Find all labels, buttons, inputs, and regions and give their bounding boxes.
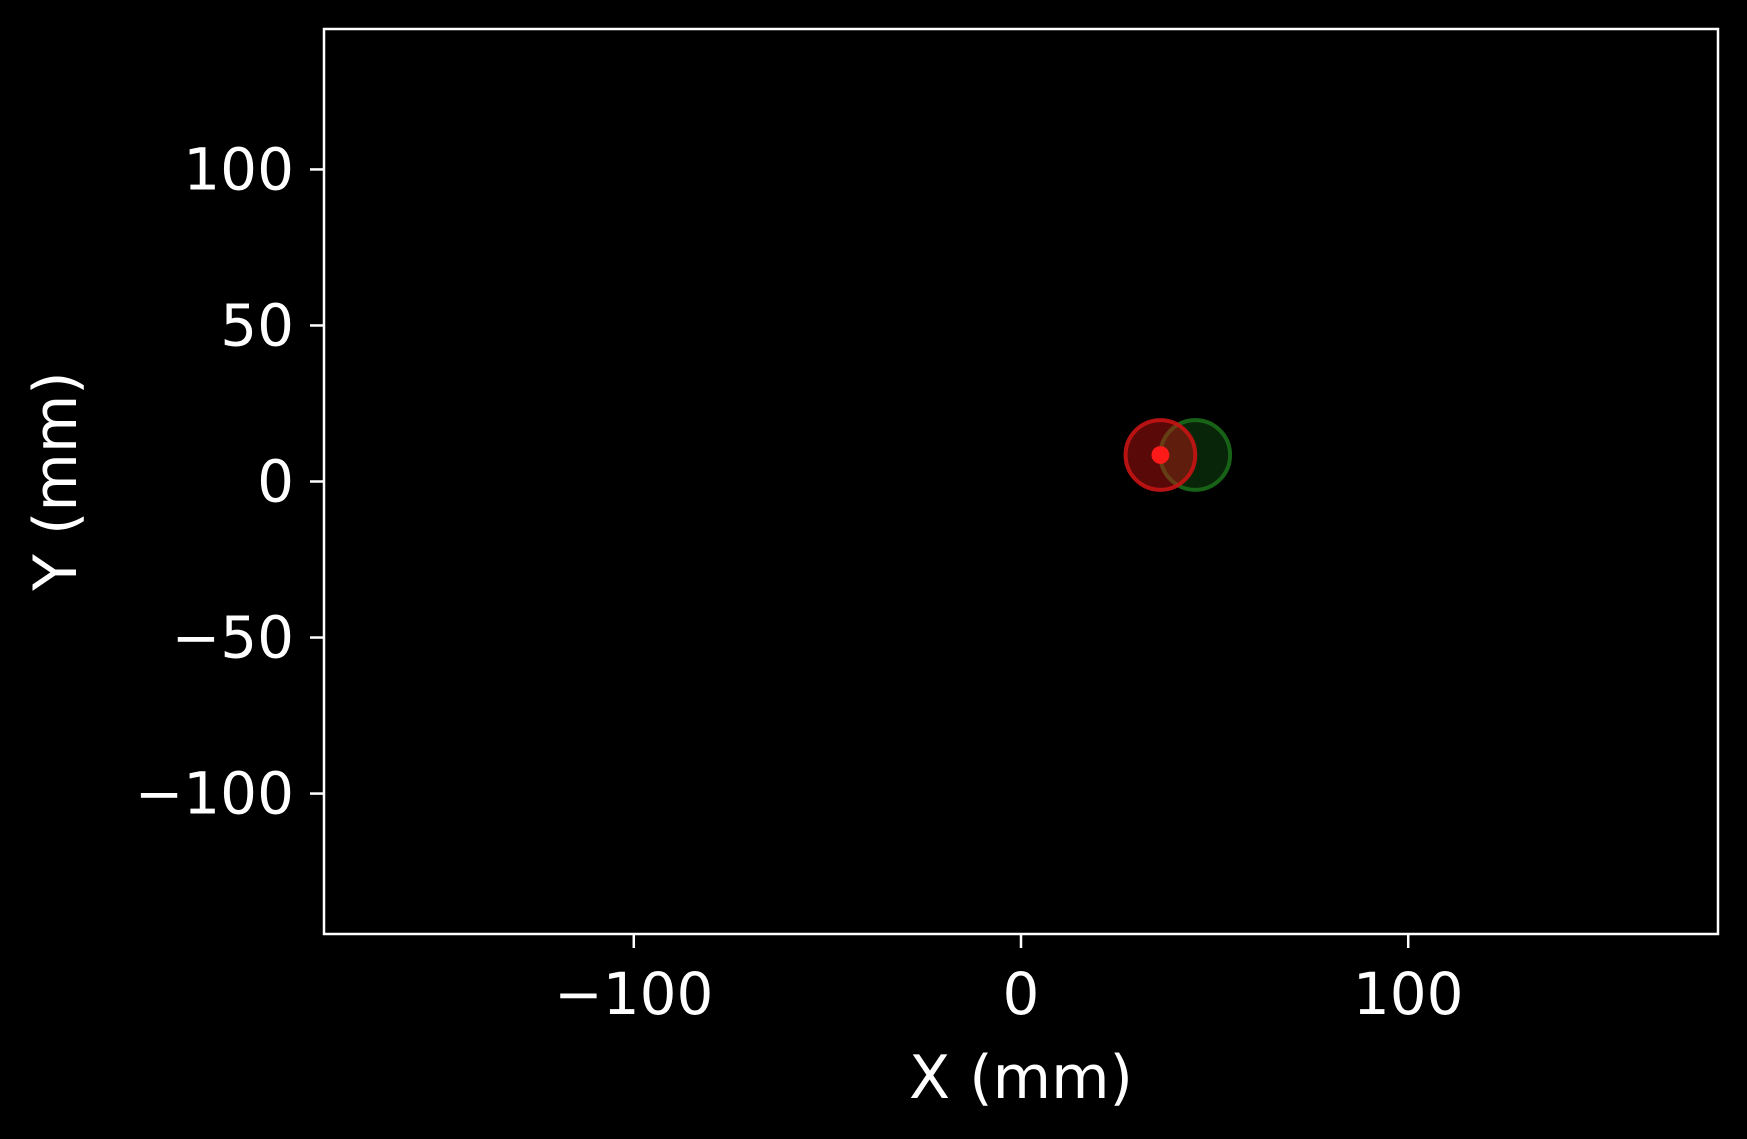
y-tick-label: −50 bbox=[172, 604, 294, 672]
plot-frame bbox=[322, 27, 1720, 936]
y-axis-label: Y (mm) bbox=[21, 371, 91, 591]
data-point-center-dot bbox=[1151, 446, 1170, 464]
y-tick-label: 0 bbox=[257, 448, 294, 516]
x-tick-label: 100 bbox=[1353, 960, 1464, 1028]
x-axis-ticks: −100 0 100 bbox=[554, 934, 1464, 1028]
y-tick-label: 50 bbox=[220, 291, 294, 359]
x-tick-label: −100 bbox=[554, 960, 713, 1028]
y-tick-label: −100 bbox=[135, 760, 294, 828]
markers-layer bbox=[1123, 418, 1233, 492]
y-axis-ticks: −100 −50 0 50 100 bbox=[135, 135, 324, 828]
x-tick-label: 0 bbox=[1003, 960, 1040, 1028]
y-tick-label: 100 bbox=[183, 135, 294, 203]
x-axis-label: X (mm) bbox=[909, 1043, 1133, 1113]
